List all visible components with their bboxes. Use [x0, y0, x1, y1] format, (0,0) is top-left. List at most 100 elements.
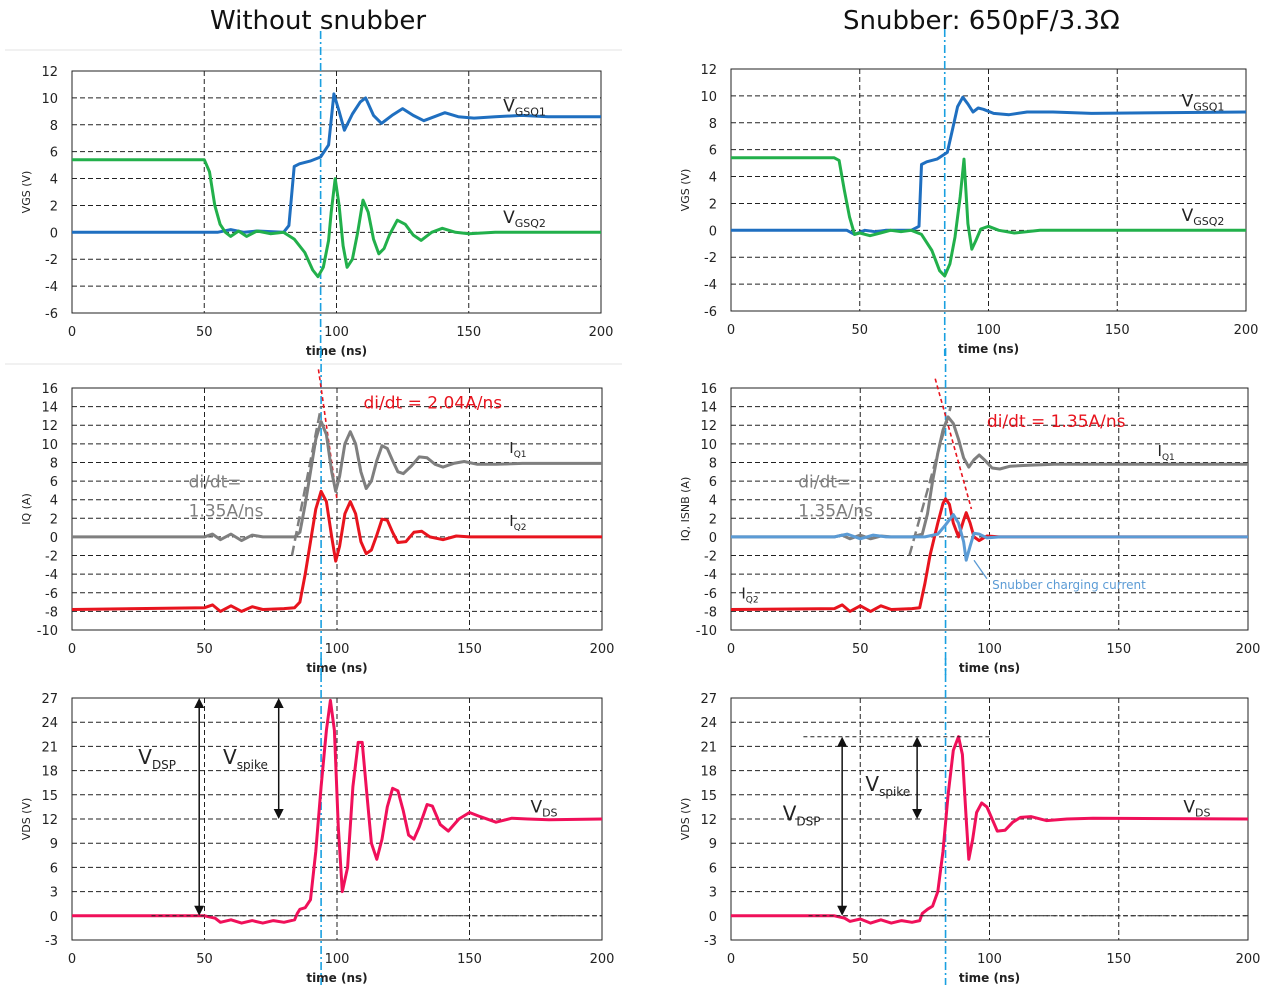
label-vgsq2: VGSQ2 — [503, 208, 546, 230]
x-tick-label: 50 — [196, 642, 213, 657]
y-tick-label: 12 — [41, 419, 58, 434]
column-title-without-snubber: Without snubber — [210, 6, 427, 36]
y-tick-label: 16 — [700, 382, 717, 397]
x-axis-label: time (ns) — [959, 971, 1020, 985]
label-iq1: IQ1 — [1158, 442, 1175, 463]
series-line-v-gsq1 — [731, 95, 1247, 236]
y-tick-label: 27 — [700, 692, 717, 707]
y-tick-label: 12 — [700, 419, 717, 434]
y-tick-label: 2 — [50, 199, 58, 214]
y-tick-label: 0 — [50, 531, 58, 546]
y-tick-label: 8 — [50, 119, 58, 134]
vspike-arrow-head — [273, 809, 284, 819]
y-tick-label: -4 — [45, 280, 58, 295]
y-tick-label: -4 — [704, 278, 717, 293]
y-tick-label: 21 — [41, 740, 58, 755]
chart-iq-left: -10 -8 -6 -4 -2 0 2 4 6 8 10 12 14 16 0 50 100 150 200 time… — [20, 348, 614, 675]
y-tick-label: 0 — [709, 910, 717, 925]
y-axis-label: VDS (V) — [679, 798, 692, 841]
series-line-i-q1 — [72, 420, 602, 543]
x-tick-label: 100 — [325, 952, 350, 967]
x-tick-label: 0 — [727, 952, 735, 967]
x-tick-label: 100 — [325, 642, 350, 657]
x-tick-label: 200 — [590, 642, 615, 657]
y-tick-label: -6 — [704, 587, 717, 602]
y-tick-label: -2 — [704, 550, 717, 565]
y-tick-label: -4 — [704, 568, 717, 583]
didt-label-gray: di/dt= — [798, 473, 851, 493]
y-tick-label: 15 — [700, 789, 717, 804]
chart-vgs-right: -6 -4 -2 0 2 4 6 8 10 12 0 50 100 150 200 time (ns) VGS … — [679, 29, 1258, 356]
y-tick-label: 21 — [700, 740, 717, 755]
y-tick-label: 10 — [41, 92, 58, 107]
y-tick-label: 6 — [50, 861, 58, 876]
y-tick-label: -3 — [45, 934, 58, 949]
x-tick-label: 100 — [976, 323, 1001, 338]
y-tick-label: 4 — [709, 494, 717, 509]
column-title-with-snubber: Snubber: 650pF/3.3Ω — [843, 6, 1120, 36]
y-tick-label: 9 — [50, 837, 58, 852]
y-tick-label: -6 — [45, 307, 58, 322]
y-tick-label: 16 — [41, 382, 58, 397]
y-tick-label: -10 — [696, 624, 717, 639]
label-vspike: Vspike — [223, 745, 268, 772]
x-axis-label: time (ns) — [958, 342, 1019, 356]
y-tick-label: 10 — [41, 438, 58, 453]
didt-label-red: di/dt = 1.35A/ns — [987, 412, 1126, 432]
x-tick-label: 150 — [456, 325, 481, 340]
label-vgsq1: VGSQ1 — [503, 96, 546, 118]
y-tick-label: -3 — [704, 934, 717, 949]
y-tick-label: 2 — [709, 512, 717, 527]
x-tick-label: 0 — [68, 952, 76, 967]
vspike-arrow-head — [273, 698, 284, 708]
label-vds: VDS — [1183, 798, 1210, 820]
chart-vds-right: -3 0 3 6 9 12 15 18 21 24 27 0 50 100 150 200 time (ns) V… — [679, 658, 1260, 985]
series-line-v-ds — [731, 735, 1249, 925]
label-vds: VDS — [530, 798, 557, 820]
slope-line — [934, 378, 973, 510]
x-tick-label: 200 — [1236, 952, 1261, 967]
y-tick-label: 0 — [50, 226, 58, 241]
label-vgsq1: VGSQ1 — [1182, 92, 1225, 114]
x-tick-label: 150 — [457, 642, 482, 657]
x-tick-label: 200 — [589, 325, 614, 340]
y-tick-label: 3 — [50, 886, 58, 901]
y-tick-label: -8 — [704, 605, 717, 620]
y-tick-label: 3 — [709, 886, 717, 901]
series-line-i-q2 — [71, 489, 602, 613]
series-line-i-snb — [731, 513, 1248, 562]
x-tick-label: 0 — [68, 642, 76, 657]
y-tick-label: 12 — [700, 63, 717, 78]
y-tick-label: 4 — [709, 171, 717, 186]
y-tick-label: 12 — [41, 65, 58, 80]
vdsp-arrow-head — [837, 905, 848, 916]
y-tick-label: 12 — [700, 813, 717, 828]
x-axis-label: time (ns) — [306, 344, 367, 358]
y-tick-label: 27 — [41, 692, 58, 707]
y-tick-label: 6 — [50, 146, 58, 161]
y-tick-label: 24 — [700, 716, 717, 731]
y-tick-label: 14 — [41, 401, 58, 416]
y-axis-label: VGS (V) — [679, 169, 692, 212]
y-tick-label: 18 — [41, 765, 58, 780]
vdsp-arrow-head — [194, 698, 205, 708]
y-tick-label: -8 — [45, 605, 58, 620]
x-tick-label: 150 — [457, 952, 482, 967]
snubber-charging-label: Snubber charging current — [992, 578, 1146, 592]
didt-label-gray: 1.35A/ns — [798, 501, 873, 521]
y-tick-label: 2 — [50, 512, 58, 527]
y-tick-label: -6 — [45, 587, 58, 602]
label-iq1: IQ1 — [509, 439, 526, 460]
series-line-v-gsq2 — [731, 156, 1246, 278]
x-axis-label: time (ns) — [306, 661, 367, 675]
vspike-arrow-head — [912, 736, 923, 747]
y-tick-label: 9 — [709, 837, 717, 852]
label-vdsp: VDSP — [783, 802, 821, 829]
y-tick-label: -2 — [45, 253, 58, 268]
x-tick-label: 150 — [1105, 323, 1130, 338]
x-tick-label: 0 — [68, 325, 76, 340]
y-tick-label: -2 — [45, 550, 58, 565]
x-tick-label: 200 — [1236, 642, 1261, 657]
y-tick-label: 8 — [709, 456, 717, 471]
